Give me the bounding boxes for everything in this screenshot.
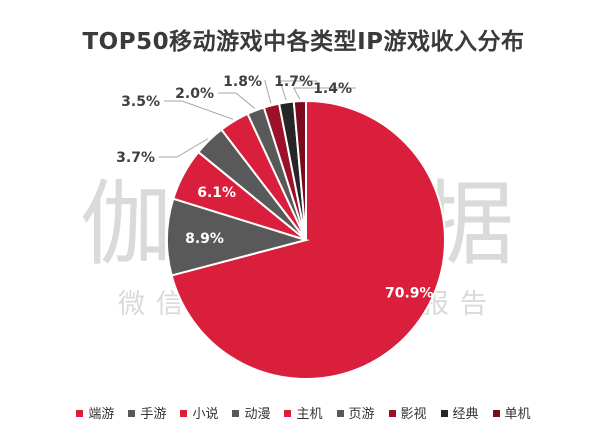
legend-label: 小说 — [192, 407, 219, 422]
leader-line-动漫 — [159, 138, 209, 158]
data-label-主机: 3.5% — [121, 94, 160, 110]
leader-line-主机 — [164, 100, 234, 120]
leader-line-经典 — [279, 80, 317, 101]
legend-swatch — [336, 410, 344, 417]
legend-item-端游: 端游 — [76, 403, 114, 422]
legend-label: 影视 — [400, 407, 427, 422]
data-label-经典: 1.7% — [274, 74, 313, 90]
data-label-单机: 1.4% — [313, 81, 352, 97]
legend-item-手游: 手游 — [128, 403, 166, 422]
legend-item-单机: 单机 — [492, 403, 531, 422]
legend-swatch — [284, 410, 292, 417]
legend-item-经典: 经典 — [440, 403, 479, 422]
leader-line-页游 — [218, 92, 256, 109]
legend-item-动漫: 动漫 — [232, 403, 270, 422]
data-label-动漫: 3.7% — [116, 150, 155, 166]
legend-label: 页游 — [348, 407, 375, 422]
legend-swatch — [440, 410, 448, 417]
legend-label: 端游 — [88, 407, 115, 422]
data-label-小说: 6.1% — [197, 185, 236, 201]
chart-legend: 端游 手游 小说 动漫 主机 页游 影视 经典 单机 — [0, 403, 607, 422]
data-label-手游: 8.9% — [185, 231, 224, 247]
legend-item-页游: 页游 — [336, 403, 375, 422]
chart-title: TOP50移动游戏中各类型IP游戏收入分布 — [82, 29, 525, 55]
pie-slice-单机 — [292, 99, 307, 241]
legend-label: 单机 — [504, 407, 531, 422]
legend-swatch — [76, 410, 84, 417]
legend-item-影视: 影视 — [388, 403, 427, 422]
legend-swatch — [492, 410, 500, 417]
legend-label: 经典 — [452, 407, 479, 422]
legend-swatch — [232, 410, 240, 417]
legend-label: 手游 — [140, 407, 167, 422]
leader-line-单机 — [292, 87, 356, 100]
data-label-页游: 2.0% — [175, 86, 214, 102]
legend-label: 动漫 — [244, 407, 271, 422]
legend-swatch — [388, 410, 396, 417]
legend-swatch — [180, 410, 188, 417]
legend-label: 主机 — [296, 407, 323, 422]
legend-swatch — [128, 410, 136, 417]
legend-item-小说: 小说 — [180, 403, 218, 422]
data-label-端游: 70.9% — [385, 286, 434, 302]
data-label-影视: 1.8% — [223, 74, 262, 90]
legend-item-主机: 主机 — [284, 403, 323, 422]
leader-line-影视 — [264, 80, 272, 104]
